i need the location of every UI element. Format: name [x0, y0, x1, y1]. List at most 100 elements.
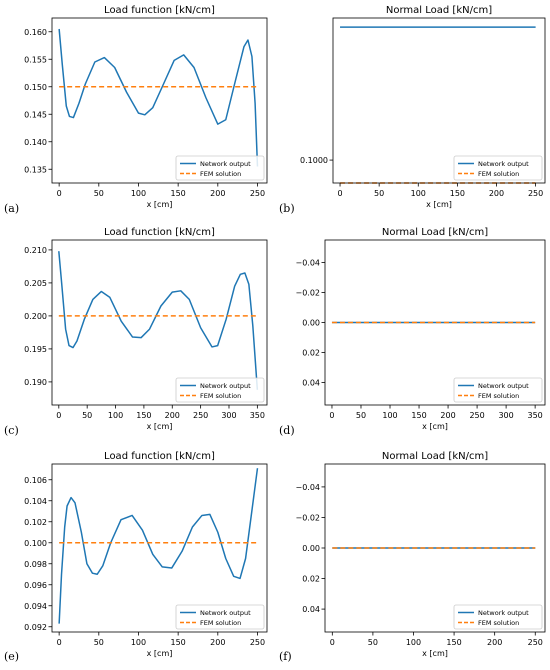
network-output-line [58, 468, 259, 624]
x-tick-label: 200 [165, 411, 180, 420]
y-tick-label: 0.00 [302, 544, 320, 553]
x-tick-label: 250 [528, 638, 543, 647]
x-axis-label: x [cm] [147, 422, 173, 431]
legend-box [453, 604, 543, 630]
chart-panel-d: Normal Load [kN/cm] 0 50 100 150 200 250 300 350… [275, 222, 550, 442]
x-tick-label: 150 [450, 189, 465, 198]
y-tick-label: 0.155 [24, 55, 47, 64]
y-tick-label: 0.096 [24, 581, 47, 590]
y-tick-label: 0.210 [24, 246, 47, 255]
network-output-line [58, 251, 259, 390]
y-tick-label: 0.145 [24, 110, 47, 119]
y-tick-label: 0.190 [24, 378, 47, 387]
x-tick-label: 50 [94, 189, 104, 198]
chart-panel-e: Load function [kN/cm] 0 50 100 150 200 250 x [c… [0, 444, 275, 670]
y-tick-label: 0.094 [24, 602, 47, 611]
chart-panel-c: Load function [kN/cm] 0 50 100 150 200 250 300 3… [0, 222, 275, 442]
y-tick-label: −0.04 [295, 259, 320, 268]
x-tick-label: 150 [446, 638, 461, 647]
legend-fem-label: FEM solution [200, 392, 241, 400]
x-tick-label: 50 [94, 638, 104, 647]
legend-network-label: Network output [200, 160, 251, 168]
legend-network-label: Network output [478, 160, 529, 168]
x-tick-label: 300 [221, 411, 236, 420]
y-tick-label: −0.02 [295, 289, 320, 298]
plot-frame [51, 239, 268, 406]
chart-d-svg: Normal Load [kN/cm] 0 50 100 150 200 250 300 350… [295, 227, 546, 431]
y-tick-label: 0.00 [302, 319, 320, 328]
legend-fem-label: FEM solution [200, 170, 241, 178]
x-tick-label: 250 [469, 411, 484, 420]
legend-network-label: Network output [478, 382, 529, 390]
legend-fem-label: FEM solution [200, 619, 241, 627]
legend-fem-label: FEM solution [478, 619, 519, 627]
x-tick-label: 200 [210, 638, 225, 647]
legend-fem-label: FEM solution [478, 392, 519, 400]
y-tick-label: 0.04 [302, 605, 320, 614]
x-tick-label: 100 [406, 638, 421, 647]
y-tick-label: 0.205 [24, 279, 47, 288]
x-tick-label: 0 [57, 638, 62, 647]
chart-title: Normal Load [kN/cm] [386, 5, 492, 16]
x-tick-label: 150 [171, 189, 186, 198]
x-tick-label: 0 [329, 411, 334, 420]
x-tick-label: 100 [131, 638, 146, 647]
chart-panel-f: Normal Load [kN/cm] 0 50 100 150 200 250 x [cm]… [275, 444, 550, 670]
legend-network-label: Network output [200, 609, 251, 617]
x-tick-label: 150 [171, 638, 186, 647]
legend-box [453, 377, 543, 403]
y-tick-label: 0.106 [24, 476, 47, 485]
x-tick-label: 50 [374, 189, 384, 198]
plot-frame [332, 17, 546, 184]
x-tick-label: 150 [136, 411, 151, 420]
y-tick-label: −0.02 [295, 513, 320, 522]
y-tick-label: 0.100 [24, 539, 47, 548]
legend-box [175, 155, 265, 181]
legend-box [453, 155, 543, 181]
chart-f-svg: Normal Load [kN/cm] 0 50 100 150 200 250 x [cm]… [295, 451, 546, 658]
x-tick-label: 50 [368, 638, 378, 647]
y-tick-label: 0.195 [24, 345, 47, 354]
x-axis-label: x [cm] [147, 649, 173, 658]
legend-box [175, 604, 265, 630]
y-tick-label: 0.140 [24, 138, 47, 147]
x-tick-label: 100 [131, 189, 146, 198]
legend-box [175, 377, 265, 403]
y-tick-label: 0.135 [24, 165, 47, 174]
x-tick-label: 350 [527, 411, 542, 420]
chart-c-svg: Load function [kN/cm] 0 50 100 150 200 250 300 3… [24, 227, 268, 431]
y-tick-label: 0.02 [302, 349, 320, 358]
chart-title: Load function [kN/cm] [104, 227, 215, 238]
x-tick-label: 0 [56, 411, 61, 420]
y-tick-label: 0.1000 [300, 156, 328, 165]
plot-frame [51, 463, 268, 633]
y-tick-label: 0.02 [302, 575, 320, 584]
panel-label-f: (f) [279, 650, 292, 663]
x-tick-label: 0 [330, 638, 335, 647]
chart-a-svg: Load function [kN/cm] 0 50 100 150 200 250 x [c… [24, 5, 268, 209]
y-tick-label: 0.102 [24, 518, 47, 527]
x-tick-label: 350 [250, 411, 265, 420]
x-tick-label: 0 [337, 189, 342, 198]
chart-title: Normal Load [kN/cm] [382, 451, 488, 462]
chart-title: Load function [kN/cm] [104, 451, 215, 462]
x-tick-label: 250 [193, 411, 208, 420]
y-tick-label: 0.160 [24, 28, 47, 37]
x-tick-label: 300 [498, 411, 513, 420]
panel-label-a: (a) [4, 202, 20, 215]
legend-fem-label: FEM solution [478, 170, 519, 178]
y-tick-label: 0.04 [302, 379, 320, 388]
x-tick-label: 200 [210, 189, 225, 198]
x-tick-label: 100 [411, 189, 426, 198]
legend-network-label: Network output [478, 609, 529, 617]
chart-panel-a: Load function [kN/cm] 0 50 100 150 200 250 x [c… [0, 0, 275, 220]
chart-e-svg: Load function [kN/cm] 0 50 100 150 200 250 x [c… [24, 451, 268, 658]
chart-panel-b: Normal Load [kN/cm] 0 50 100 150 200 250 x [cm]… [275, 0, 550, 220]
x-tick-label: 250 [528, 189, 543, 198]
x-tick-label: 200 [489, 189, 504, 198]
x-axis-label: x [cm] [422, 649, 448, 658]
y-tick-label: 0.098 [24, 560, 47, 569]
chart-title: Load function [kN/cm] [104, 5, 215, 16]
chart-b-svg: Normal Load [kN/cm] 0 50 100 150 200 250 x [cm]… [300, 5, 546, 209]
network-output-line [58, 28, 259, 167]
